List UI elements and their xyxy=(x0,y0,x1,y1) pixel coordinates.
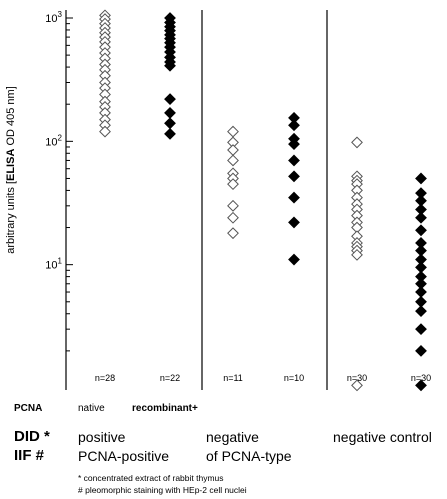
filled-diamond-point xyxy=(288,154,300,167)
iif-row-head: IIF # xyxy=(14,447,45,464)
filled-diamond-point xyxy=(415,224,427,237)
n-label: n=10 xyxy=(284,373,304,383)
filled-diamond-point xyxy=(164,117,176,130)
n-label: n=22 xyxy=(160,373,180,383)
filled-diamond-point xyxy=(164,59,176,72)
open-diamond-point xyxy=(227,125,239,138)
filled-diamond-point xyxy=(288,216,300,229)
footnote-iif: # pleomorphic staining with HEp-2 cell n… xyxy=(78,485,247,495)
axes xyxy=(65,10,328,390)
filled-diamond-point xyxy=(164,107,176,119)
filled-diamond-point xyxy=(288,191,300,204)
filled-diamond-point xyxy=(415,344,427,357)
filled-diamond-point xyxy=(415,211,427,224)
n-label: n=28 xyxy=(95,373,115,383)
filled-diamond-point xyxy=(415,379,427,392)
filled-diamond-point xyxy=(288,138,300,150)
data-points xyxy=(99,9,427,392)
n-label: n=30 xyxy=(411,373,431,383)
filled-diamond-point xyxy=(288,170,300,183)
iif-positive-label: PCNA-positive xyxy=(78,448,170,464)
open-diamond-point xyxy=(227,144,239,156)
did-positive-label: positive xyxy=(78,429,126,445)
filled-diamond-point xyxy=(164,127,176,140)
y-tick-label: 101 xyxy=(45,257,62,272)
open-diamond-point xyxy=(351,136,363,149)
open-diamond-point xyxy=(227,199,239,212)
open-diamond-point xyxy=(227,154,239,167)
open-diamond-point xyxy=(99,125,111,138)
footnote-did: * concentrated extract of rabbit thymus xyxy=(78,473,224,483)
y-axis-label: arbitrary units [ELISA OD 405 nm] xyxy=(5,86,17,254)
filled-diamond-point xyxy=(415,172,427,185)
open-diamond-point xyxy=(351,248,363,261)
pcna-row-head: PCNA xyxy=(14,403,43,414)
y-tick-label: 103 xyxy=(45,10,62,25)
filled-diamond-point xyxy=(415,323,427,336)
filled-diamond-point xyxy=(288,253,300,266)
n-label: n=11 xyxy=(223,373,243,383)
open-diamond-point xyxy=(227,178,239,191)
iif-negative-label: of PCNA-type xyxy=(206,448,292,464)
y-tick-labels: 101 102 103 xyxy=(45,10,62,272)
filled-diamond-point xyxy=(164,93,176,106)
filled-diamond-point xyxy=(415,305,427,318)
group-n-labels: n=28 n=22 n=11 n=10 n=30 n=30 xyxy=(95,373,431,383)
did-negative-control-label: negative control xyxy=(333,429,432,445)
open-diamond-point xyxy=(351,379,363,392)
filled-diamond-point xyxy=(288,119,300,132)
pcna-native-label: native xyxy=(78,403,105,414)
pcna-recombinant-label: recombinant+ xyxy=(132,403,198,414)
filled-diamond-point xyxy=(415,286,427,298)
open-diamond-point xyxy=(227,227,239,240)
open-diamond-point xyxy=(227,211,239,224)
y-tick-label: 102 xyxy=(45,133,62,148)
did-row-head: DID * xyxy=(14,428,50,445)
did-negative-label: negative xyxy=(206,429,259,445)
n-label: n=30 xyxy=(347,373,367,383)
